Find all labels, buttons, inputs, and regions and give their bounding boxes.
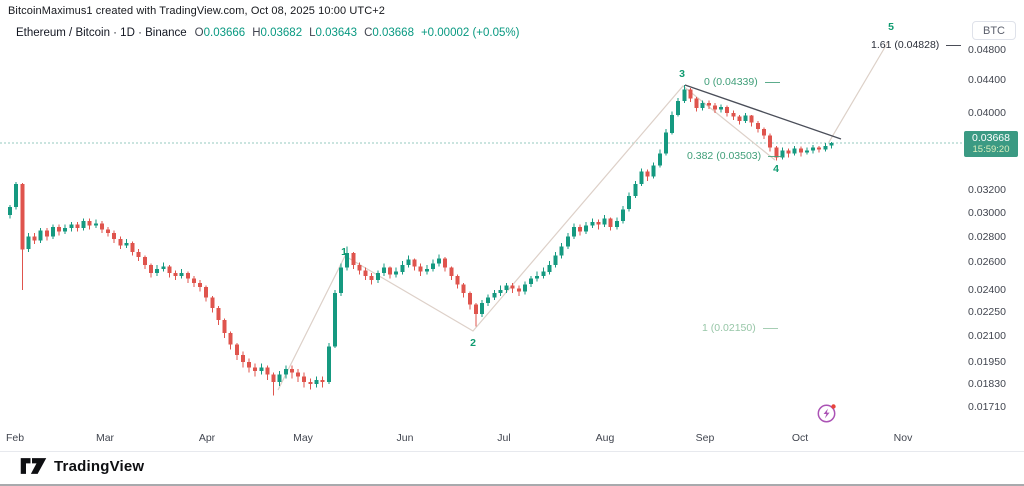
price-axis-label: 0.04800	[968, 44, 1006, 56]
symbol-title: Ethereum / Bitcoin · 1D · Binance	[16, 27, 187, 39]
fib-label-text: 0.382 (0.03503)	[687, 150, 762, 162]
candlestick-series	[0, 41, 963, 396]
current-price-value: 0.03668	[972, 132, 1010, 145]
ohlc-open: O0.03666	[194, 27, 246, 39]
price-axis-label: 0.02600	[968, 256, 1006, 269]
wave5-projection-line	[828, 41, 889, 143]
price-axis-label: 0.02100	[968, 330, 1006, 343]
time-axis-label-feb: Feb	[5, 432, 25, 444]
fib-label[interactable]: 1.61 (0.04828)	[871, 39, 962, 51]
fib-label-text: 1 (0.02150)	[702, 322, 756, 334]
fib-label[interactable]: 1 (0.02150)	[702, 322, 778, 334]
symbol-legend[interactable]: Ethereum / Bitcoin · 1D · Binance O0.0366…	[16, 27, 519, 39]
fib-level-tick	[762, 327, 778, 329]
price-axis-label: 0.04000	[968, 107, 1006, 120]
fib-level-tick	[764, 81, 780, 83]
price-axis-label: 0.02400	[968, 284, 1006, 296]
tradingview-logo[interactable]: TradingView	[20, 457, 144, 475]
wave-label-3[interactable]: 3	[679, 68, 685, 80]
time-axis-label-mar: Mar	[95, 432, 115, 444]
price-axis-label: 0.03000	[968, 206, 1006, 219]
price-axis-label: 0.01950	[968, 355, 1006, 368]
time-axis-label-jul: Jul	[497, 432, 511, 444]
wave-label-4[interactable]: 4	[773, 163, 779, 175]
price-axis-label: 0.04400	[968, 74, 1006, 87]
fib-level-tick	[946, 44, 962, 46]
fib-level-tick	[768, 155, 784, 157]
price-axis-label: 0.01830	[968, 377, 1006, 390]
lightning-alert-icon[interactable]	[816, 402, 838, 424]
price-axis-label: 0.03200	[968, 184, 1006, 197]
ohlc-close: C0.03668	[364, 27, 414, 39]
fib-label-text: 1.61 (0.04828)	[871, 39, 940, 51]
descending-trendline	[684, 84, 842, 140]
time-axis-label-may: May	[293, 432, 313, 444]
time-axis-label-aug: Aug	[595, 432, 615, 444]
attribution-text: BitcoinMaximus1 created with TradingView…	[8, 5, 386, 17]
elliott-wave-path	[277, 85, 776, 391]
ohlc-low: L0.03643	[309, 27, 358, 39]
price-change: +0.00002 (+0.05%)	[420, 27, 520, 39]
current-price-badge: 0.03668 15:59:20	[964, 131, 1018, 158]
time-axis-label-nov: Nov	[893, 432, 913, 444]
screenshot-bottom-edge	[0, 484, 1024, 486]
time-axis-label-jun: Jun	[396, 432, 414, 444]
fib-label[interactable]: 0.382 (0.03503)	[687, 150, 784, 162]
time-axis-label-oct: Oct	[791, 432, 809, 444]
wave-label-2[interactable]: 2	[470, 337, 476, 349]
tradingview-brand-text: TradingView	[54, 457, 145, 475]
ohlc-high: H0.03682	[252, 27, 303, 39]
price-axis-label: 0.02800	[968, 230, 1006, 243]
wave-label-5[interactable]: 5	[888, 21, 894, 33]
fib-label[interactable]: 0 (0.04339)	[704, 76, 780, 88]
bar-countdown: 15:59:20	[972, 144, 1010, 156]
currency-toggle-btc[interactable]: BTC	[972, 21, 1016, 40]
price-axis-label: 0.01710	[968, 401, 1006, 414]
time-axis-label-sep: Sep	[695, 432, 715, 444]
wave-label-1[interactable]: 1	[341, 246, 347, 258]
price-axis[interactable]: BTC 0.03668 15:59:20 0.04800 0.04400 0.040…	[958, 0, 1024, 450]
footer-divider	[0, 451, 1024, 452]
lightning-bolt-icon	[817, 404, 836, 423]
fib-label-text: 0 (0.04339)	[704, 76, 758, 88]
price-axis-label: 0.02250	[968, 306, 1006, 319]
time-axis-label-apr: Apr	[198, 432, 216, 444]
time-axis[interactable]: Feb Mar Apr May Jun Jul Aug Sep Oct Nov	[0, 426, 958, 450]
tradingview-logo-icon	[20, 458, 47, 474]
